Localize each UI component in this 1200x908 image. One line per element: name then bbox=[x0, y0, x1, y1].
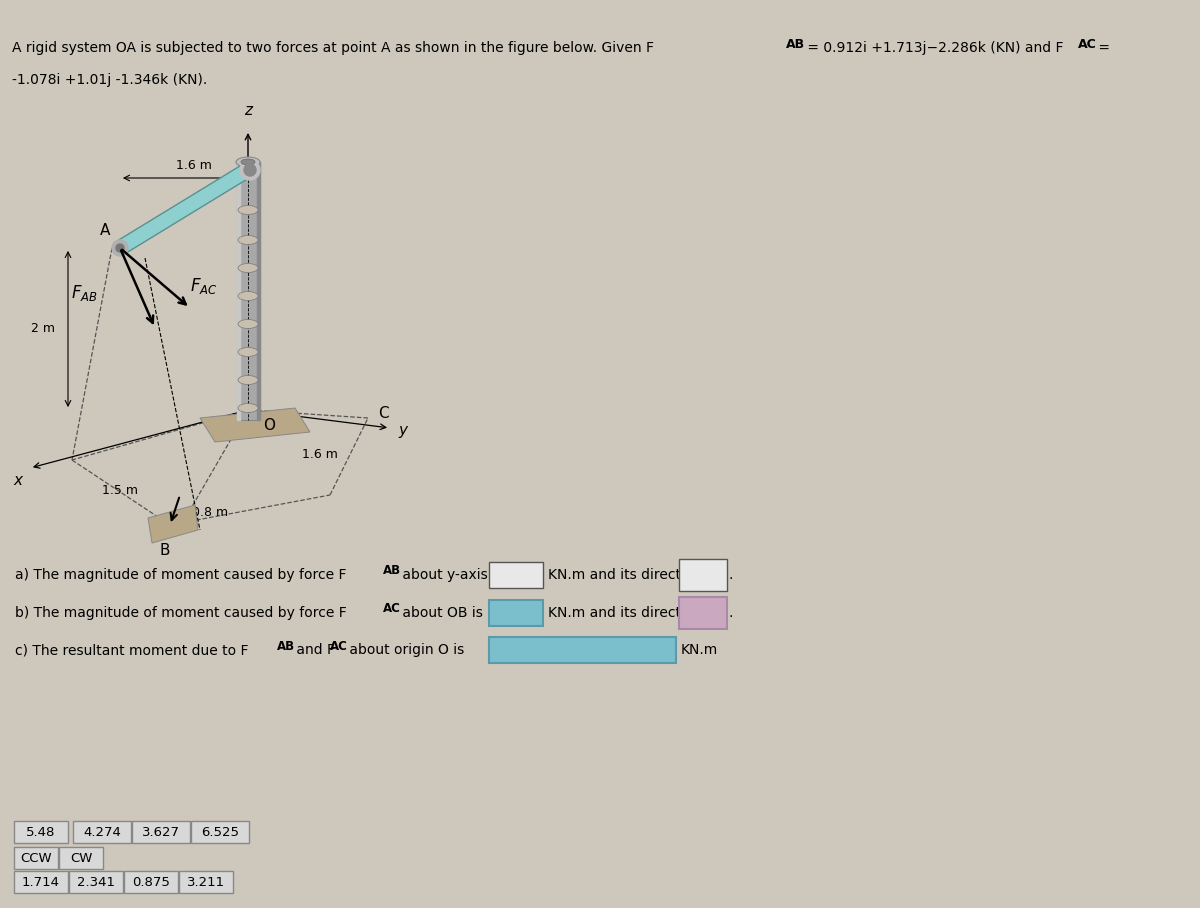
Circle shape bbox=[240, 160, 260, 180]
Ellipse shape bbox=[238, 320, 258, 329]
Circle shape bbox=[244, 164, 256, 176]
Text: = 0.912i +1.713j−2.286k (KN) and F: = 0.912i +1.713j−2.286k (KN) and F bbox=[803, 41, 1063, 55]
FancyBboxPatch shape bbox=[490, 600, 542, 626]
FancyBboxPatch shape bbox=[73, 821, 131, 843]
Text: about y-axis is: about y-axis is bbox=[398, 568, 503, 582]
Polygon shape bbox=[116, 162, 254, 254]
Text: b) The magnitude of moment caused by force F: b) The magnitude of moment caused by for… bbox=[14, 606, 347, 620]
Ellipse shape bbox=[238, 403, 258, 412]
Text: =: = bbox=[1094, 41, 1110, 55]
FancyBboxPatch shape bbox=[132, 821, 190, 843]
Text: O: O bbox=[263, 418, 275, 433]
Text: 1.6 m: 1.6 m bbox=[176, 159, 212, 172]
Text: C: C bbox=[378, 406, 389, 420]
FancyBboxPatch shape bbox=[179, 871, 233, 893]
Text: 4.274: 4.274 bbox=[83, 825, 121, 838]
Text: about OB is: about OB is bbox=[398, 606, 482, 620]
FancyBboxPatch shape bbox=[59, 847, 103, 869]
FancyBboxPatch shape bbox=[124, 871, 178, 893]
Text: and F: and F bbox=[292, 643, 335, 657]
FancyBboxPatch shape bbox=[14, 847, 58, 869]
Ellipse shape bbox=[238, 205, 258, 214]
FancyBboxPatch shape bbox=[679, 559, 727, 591]
FancyBboxPatch shape bbox=[490, 562, 542, 588]
Text: 0.875: 0.875 bbox=[132, 875, 170, 889]
Text: A: A bbox=[100, 223, 110, 238]
Text: AC: AC bbox=[383, 603, 401, 616]
Polygon shape bbox=[148, 505, 198, 543]
FancyBboxPatch shape bbox=[14, 821, 68, 843]
Ellipse shape bbox=[238, 235, 258, 244]
FancyBboxPatch shape bbox=[14, 871, 68, 893]
Text: -1.078i +1.01j -1.346k (KN).: -1.078i +1.01j -1.346k (KN). bbox=[12, 73, 208, 87]
Text: AB: AB bbox=[277, 639, 295, 653]
Text: CCW: CCW bbox=[20, 852, 52, 864]
Text: KN.m and its direction is: KN.m and its direction is bbox=[548, 606, 718, 620]
FancyBboxPatch shape bbox=[490, 637, 676, 663]
FancyBboxPatch shape bbox=[191, 821, 250, 843]
Text: 2 m: 2 m bbox=[31, 322, 55, 335]
Text: 1.5 m: 1.5 m bbox=[102, 483, 138, 497]
Text: a) The magnitude of moment caused by force F: a) The magnitude of moment caused by for… bbox=[14, 568, 347, 582]
Text: A rigid system OA is subjected to two forces at point A as shown in the figure b: A rigid system OA is subjected to two fo… bbox=[12, 41, 654, 55]
Text: CW: CW bbox=[70, 852, 92, 864]
Text: y: y bbox=[398, 422, 407, 438]
Ellipse shape bbox=[241, 159, 256, 165]
Text: .: . bbox=[730, 606, 733, 620]
Text: 5.48: 5.48 bbox=[26, 825, 55, 838]
Text: c) The resultant moment due to F: c) The resultant moment due to F bbox=[14, 643, 248, 657]
Text: 3.627: 3.627 bbox=[142, 825, 180, 838]
Text: AB: AB bbox=[786, 37, 805, 51]
Text: 6.525: 6.525 bbox=[202, 825, 239, 838]
FancyBboxPatch shape bbox=[679, 597, 727, 629]
Text: .: . bbox=[730, 568, 733, 582]
Ellipse shape bbox=[236, 157, 260, 167]
Ellipse shape bbox=[238, 263, 258, 272]
Text: about origin O is: about origin O is bbox=[346, 643, 464, 657]
Text: AC: AC bbox=[330, 639, 348, 653]
Text: KN.m: KN.m bbox=[682, 643, 719, 657]
Ellipse shape bbox=[238, 291, 258, 301]
Text: AB: AB bbox=[383, 565, 401, 577]
Text: $F_{AB}$: $F_{AB}$ bbox=[71, 283, 98, 303]
Text: $F_{AC}$: $F_{AC}$ bbox=[190, 276, 217, 296]
Circle shape bbox=[112, 240, 128, 256]
Text: KN.m and its direction is: KN.m and its direction is bbox=[548, 568, 718, 582]
Text: x: x bbox=[13, 473, 22, 488]
Text: z: z bbox=[244, 103, 252, 118]
FancyBboxPatch shape bbox=[238, 162, 260, 420]
FancyBboxPatch shape bbox=[70, 871, 124, 893]
Text: 0.8 m: 0.8 m bbox=[192, 506, 228, 518]
Text: 1.714: 1.714 bbox=[22, 875, 60, 889]
Ellipse shape bbox=[238, 376, 258, 384]
Circle shape bbox=[116, 244, 124, 252]
Text: 2.341: 2.341 bbox=[77, 875, 115, 889]
Ellipse shape bbox=[238, 348, 258, 357]
Text: B: B bbox=[160, 543, 170, 558]
Text: 1.6 m: 1.6 m bbox=[302, 448, 338, 460]
Text: AC: AC bbox=[1078, 37, 1097, 51]
Polygon shape bbox=[200, 408, 310, 442]
Text: 3.211: 3.211 bbox=[187, 875, 226, 889]
